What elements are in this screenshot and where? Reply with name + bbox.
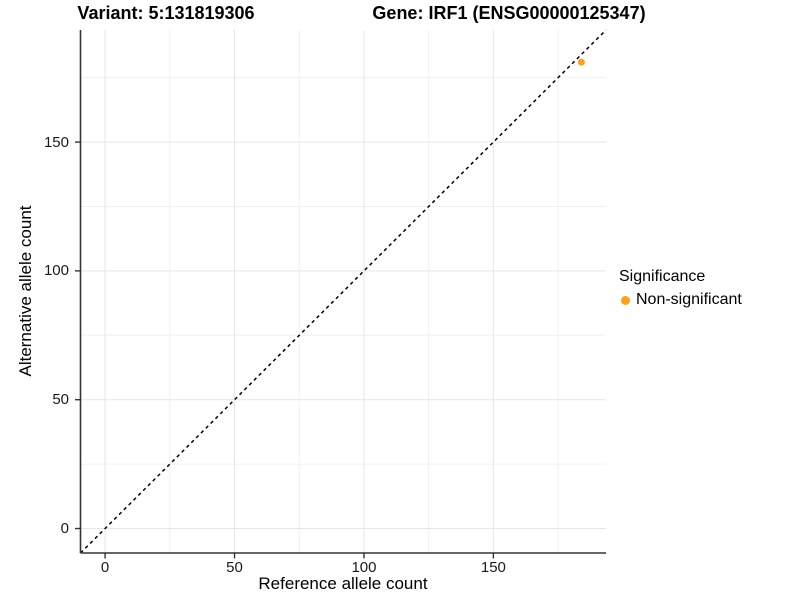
y-tick-label: 150 xyxy=(43,133,69,151)
y-tick-label: 0 xyxy=(60,520,69,538)
x-tick-label: 100 xyxy=(351,559,377,576)
legend-items: Non-significant xyxy=(619,291,742,309)
y-tick-label: 50 xyxy=(52,391,69,409)
legend-item: Non-significant xyxy=(621,291,742,309)
identity-line xyxy=(79,29,607,554)
x-axis-title: Reference allele count xyxy=(258,574,428,593)
x-tick-label: 0 xyxy=(100,559,110,576)
x-tick-label: 150 xyxy=(480,559,506,576)
y-tick-label: 100 xyxy=(43,262,69,280)
legend-item-label: Non-significant xyxy=(636,291,742,308)
plot-title-variant: Variant: 5:131819306 xyxy=(77,3,255,23)
x-tick-label: 50 xyxy=(226,559,243,576)
legend-key-dot-icon xyxy=(621,295,630,305)
y-axis-title: Alternative allele count xyxy=(16,205,35,377)
data-point xyxy=(577,58,585,66)
plot-title-gene: Gene: IRF1 (ENSG00000125347) xyxy=(372,3,646,23)
legend: Significance Non-significant xyxy=(619,268,742,309)
legend-title: Significance xyxy=(619,268,706,285)
